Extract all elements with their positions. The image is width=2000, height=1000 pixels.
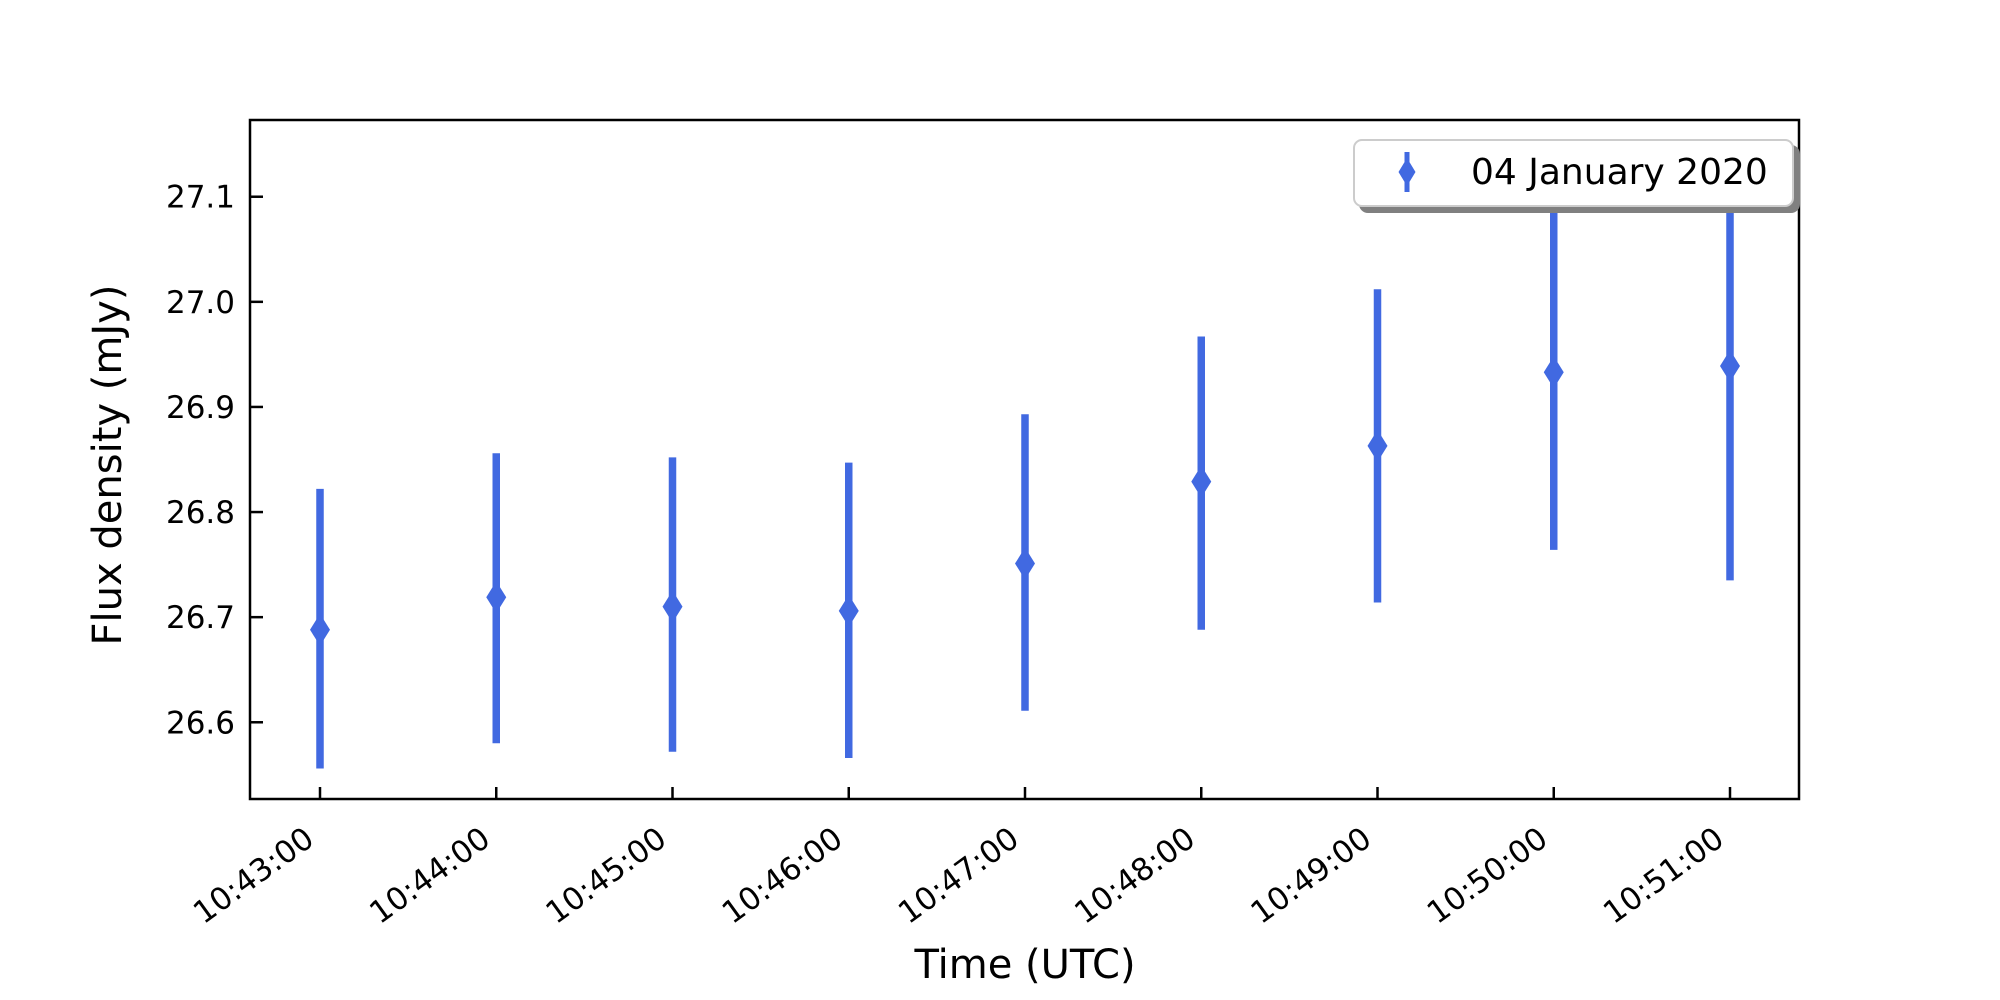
data-point-marker xyxy=(838,594,859,627)
data-point-marker xyxy=(1720,349,1740,382)
data-point-marker xyxy=(1191,465,1212,498)
x-tick-label: 10:51:00 xyxy=(1597,820,1731,931)
x-tick-label: 10:47:00 xyxy=(892,820,1026,931)
plot-border xyxy=(248,118,1801,801)
x-tick-label: 10:46:00 xyxy=(716,820,850,931)
data-point-marker xyxy=(1015,547,1035,580)
x-tick-label: 10:43:00 xyxy=(187,820,321,931)
y-tick-label: 26.9 xyxy=(166,390,235,426)
y-tick-label: 26.7 xyxy=(166,600,235,636)
x-tick-label: 10:50:00 xyxy=(1421,820,1555,931)
x-tick-label: 10:49:00 xyxy=(1244,820,1378,931)
y-tick-label: 26.6 xyxy=(166,705,235,741)
legend-box: 04 January 2020 xyxy=(1353,139,1794,207)
data-point-marker xyxy=(486,581,507,614)
data-point-marker xyxy=(310,613,330,646)
x-tick-label: 10:44:00 xyxy=(363,820,497,931)
x-tick-label: 10:48:00 xyxy=(1068,820,1202,931)
legend-label: 04 January 2020 xyxy=(1471,152,1768,193)
legend-errorbar-icon xyxy=(1398,152,1416,192)
data-point-marker xyxy=(1367,429,1388,462)
x-tick-label: 10:45:00 xyxy=(539,820,673,931)
y-tick-label: 27.0 xyxy=(166,285,235,321)
y-tick-label: 26.8 xyxy=(166,495,235,531)
data-point-marker xyxy=(662,590,683,623)
data-point-marker xyxy=(1543,356,1564,389)
y-axis-label: Flux density (mJy) xyxy=(85,284,131,646)
legend-diamond-marker-icon xyxy=(1398,158,1416,186)
y-tick-label: 27.1 xyxy=(166,180,235,216)
x-axis-label: Time (UTC) xyxy=(914,942,1136,988)
